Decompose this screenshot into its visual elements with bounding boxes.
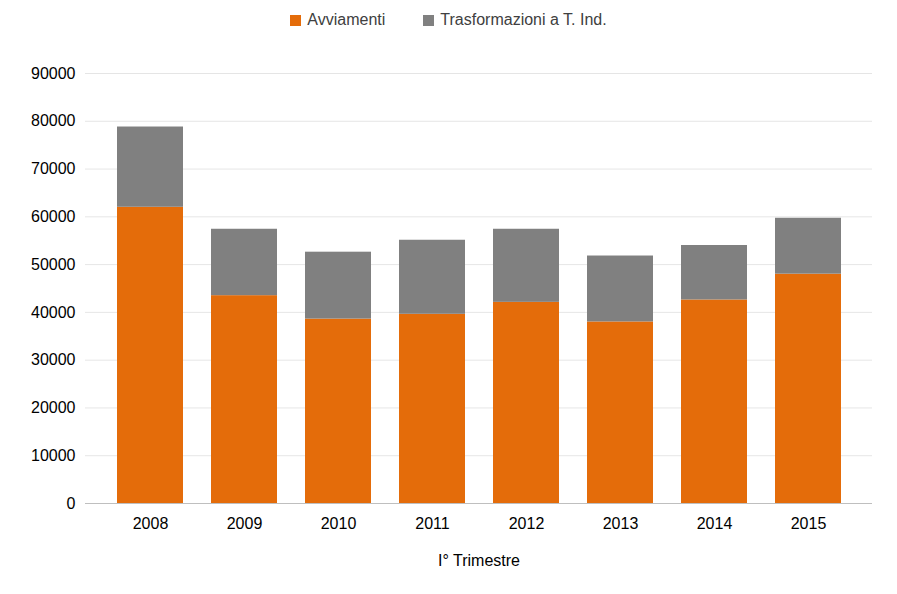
svg-text:40000: 40000 [31, 304, 76, 321]
svg-text:90000: 90000 [31, 65, 76, 82]
svg-text:20000: 20000 [31, 399, 76, 416]
svg-text:2010: 2010 [321, 515, 357, 532]
svg-text:50000: 50000 [31, 256, 76, 273]
svg-text:2012: 2012 [509, 515, 545, 532]
svg-text:2011: 2011 [415, 515, 450, 532]
html-text:Trasformazioni a T. Ind.: Trasformazioni a T. Ind. [440, 11, 607, 28]
svg-text:70000: 70000 [31, 160, 76, 177]
svg-text:I° Trimestre: I° Trimestre [438, 552, 520, 569]
svg-text:2015: 2015 [791, 515, 827, 532]
svg-text:60000: 60000 [31, 208, 76, 225]
svg-text:2009: 2009 [227, 515, 263, 532]
svg-text:2014: 2014 [697, 515, 733, 532]
svg-text:10000: 10000 [31, 447, 76, 464]
svg-text:0: 0 [67, 495, 76, 512]
svg-text:2013: 2013 [603, 515, 639, 532]
svg-text:30000: 30000 [31, 351, 76, 368]
html-text:Avviamenti: Avviamenti [307, 11, 386, 28]
svg-text:80000: 80000 [31, 112, 76, 129]
svg-text:2008: 2008 [133, 515, 169, 532]
